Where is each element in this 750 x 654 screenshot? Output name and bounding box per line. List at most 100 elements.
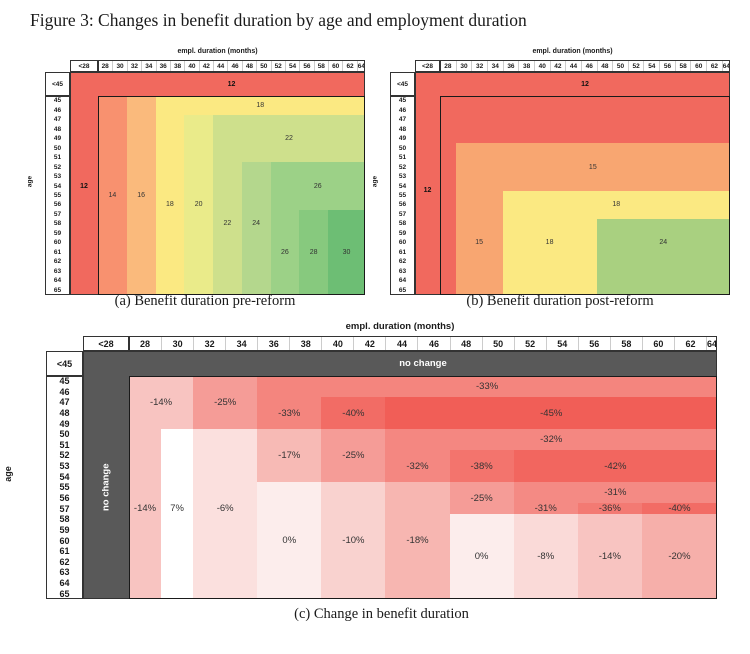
x-axis-title: empl. duration (months) <box>177 48 258 55</box>
caption-panel-a: (a) Benefit duration pre-reform <box>114 293 296 309</box>
cell-label-18: 18 <box>256 101 265 109</box>
col-header-54: 54 <box>545 336 578 351</box>
cell-label--10: -10% <box>342 535 365 546</box>
col-header-54: 54 <box>284 60 299 72</box>
row-header-48: 48 <box>398 125 407 133</box>
row-header-62: 62 <box>59 556 70 567</box>
zone--40 <box>321 397 386 429</box>
cell-label--33: -33% <box>476 381 499 393</box>
col-header-42: 42 <box>549 60 566 72</box>
cell-label-0: 0% <box>474 551 489 563</box>
col-header-48: 48 <box>596 60 613 72</box>
zone-20 <box>184 114 365 295</box>
zone-24 <box>596 219 730 295</box>
cell-label--45: -45% <box>540 407 563 419</box>
cell-label--17: -17% <box>278 450 301 461</box>
col-header-44: 44 <box>385 336 417 351</box>
zone-14 <box>98 96 127 295</box>
row-header-46: 46 <box>398 106 407 114</box>
inner-region-border <box>98 96 365 295</box>
row-header-58: 58 <box>398 220 407 228</box>
cell-label-22: 22 <box>285 135 293 143</box>
row-header-65: 65 <box>59 588 70 599</box>
row-header-50: 50 <box>59 429 70 440</box>
col-header-52: 52 <box>627 60 644 72</box>
col-header-60: 60 <box>641 336 674 351</box>
cell-label--14: -14% <box>149 397 173 408</box>
row-header-61: 61 <box>53 248 62 256</box>
col-header-38: 38 <box>169 60 184 72</box>
row-header-52: 52 <box>398 163 407 171</box>
row-header-50: 50 <box>53 144 62 152</box>
cell-label--20: -20% <box>668 551 691 563</box>
caption-panel-c: (c) Change in benefit duration <box>294 606 469 622</box>
row-header-64: 64 <box>398 277 407 285</box>
col-header-52: 52 <box>513 336 546 351</box>
cell-label--25: -25% <box>342 450 365 461</box>
col-header-30: 30 <box>455 60 472 72</box>
zone-24 <box>241 162 365 295</box>
cell-label-22: 22 <box>223 220 232 228</box>
row-header-59: 59 <box>398 229 407 237</box>
zone-18 <box>502 190 730 295</box>
cell-label-18: 18 <box>545 239 554 247</box>
col-header-28: 28 <box>140 338 151 349</box>
zone--38 <box>449 450 514 482</box>
cell-label--8: -8% <box>537 551 555 563</box>
cell-label-15: 15 <box>475 239 484 247</box>
cell-label-15: 15 <box>588 163 597 171</box>
cell-label--33: -33% <box>278 407 301 419</box>
row-header-57: 57 <box>59 503 70 514</box>
row-header-60: 60 <box>59 535 70 546</box>
zone-28 <box>299 209 365 295</box>
cell-label--14: -14% <box>598 551 621 563</box>
zone--18 <box>385 482 450 599</box>
row-header-50: 50 <box>398 144 407 152</box>
cell-label--14: -14% <box>133 503 157 515</box>
row-header-57: 57 <box>53 210 62 218</box>
row-header-lt45: <45 <box>396 80 409 88</box>
row-header-lt45: <45 <box>51 80 64 88</box>
row-header-51: 51 <box>53 154 62 162</box>
row-header-47: 47 <box>53 116 62 124</box>
col-header-30: 30 <box>161 336 193 351</box>
zone-16 <box>126 96 156 295</box>
col-header-42: 42 <box>198 60 213 72</box>
x-axis-title: empl. duration (months) <box>532 48 613 55</box>
zone--36 <box>577 503 642 515</box>
col-header-50: 50 <box>481 336 514 351</box>
row-header-56: 56 <box>398 201 407 209</box>
cell-label-12: 12 <box>80 182 88 190</box>
col-header-48: 48 <box>449 336 482 351</box>
col-header-50: 50 <box>256 60 270 72</box>
cell-label-16: 16 <box>137 191 146 199</box>
col-header-46: 46 <box>580 60 597 72</box>
cell-label--32: -32% <box>540 434 563 446</box>
cell-label-0: 0% <box>282 535 297 546</box>
cell-label--31: -31% <box>534 503 557 515</box>
row-header-56: 56 <box>59 492 70 503</box>
col-header-56: 56 <box>659 60 675 72</box>
cell-label-12: 12 <box>227 80 236 88</box>
row-header-63: 63 <box>398 267 407 275</box>
col-header-32: 32 <box>471 60 487 72</box>
y-axis-title: age <box>26 175 34 187</box>
x-axis-title: empl. duration (months) <box>345 321 455 332</box>
col-header-32: 32 <box>126 60 141 72</box>
row-header-54: 54 <box>398 182 407 190</box>
cell-label--25: -25% <box>470 492 493 504</box>
col-header-60: 60 <box>328 60 342 72</box>
cell-label-nochange: no change <box>100 463 112 512</box>
col-header-44: 44 <box>213 60 227 72</box>
row-header-45: 45 <box>53 97 62 105</box>
col-header-58: 58 <box>674 60 691 72</box>
zone--42 <box>513 450 717 482</box>
cell-label--31: -31% <box>604 487 627 499</box>
cell-label-30: 30 <box>342 248 351 256</box>
row-header-52: 52 <box>53 163 62 171</box>
data-area-border <box>70 72 365 295</box>
row-header-47: 47 <box>59 397 70 408</box>
col-header-64: 64 <box>356 60 365 72</box>
zone--32 <box>385 450 450 482</box>
